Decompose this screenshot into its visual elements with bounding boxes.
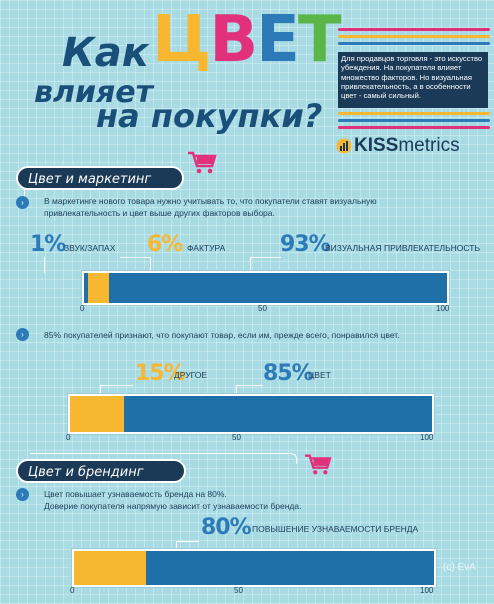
title-line1: Как	[62, 30, 149, 76]
chart3-tick-100: 100	[420, 586, 434, 595]
chart2-name-1: ЦВЕТ	[308, 370, 331, 380]
chart1-pointer-0	[44, 257, 85, 273]
logo-bold: KISS	[354, 135, 399, 156]
chart2-label-1: 85%	[263, 361, 314, 386]
chart1-label-0: 1%	[30, 232, 66, 257]
watermark: (c) EvA	[443, 562, 476, 573]
chart1-pointer-2	[250, 257, 281, 274]
bar-segment-0	[74, 551, 146, 585]
title-line2: влияет	[34, 75, 153, 110]
bullet-icon: ›	[16, 196, 29, 209]
bar-segment-1	[87, 273, 110, 303]
chart1-name-1: ФАКТУРА	[187, 243, 226, 253]
stripe-yellow	[338, 35, 490, 38]
stripe-pink	[338, 28, 490, 31]
bullet-icon: ›	[16, 488, 29, 501]
chart1-name-2: ВИЗУАЛЬНАЯ ПРИВЛЕКАТЕЛЬНОСТЬ	[325, 243, 481, 253]
logo-bars-icon	[336, 138, 352, 154]
title-letter: Ц	[152, 3, 211, 77]
bar-segment-1	[124, 396, 432, 432]
chart2-label-0: 15%	[135, 361, 186, 386]
cart-icon	[188, 151, 217, 174]
title-line3: на покупки?	[96, 97, 323, 135]
connector-line	[30, 453, 297, 464]
chart1-name-0: ЗВУК/ЗАПАХ	[64, 243, 116, 253]
chart2-tick-100: 100	[420, 433, 434, 442]
chart3-bar	[72, 549, 436, 587]
stripe-blue	[338, 42, 490, 45]
chart1-tick-0: 0	[80, 304, 85, 313]
section1-text1: В маркетинге нового товара нужно учитыва…	[44, 196, 377, 218]
title-big-letters: ЦВЕТ	[152, 3, 342, 77]
section1-text2: 85% покупателей признают, что покупают т…	[44, 330, 400, 340]
section2-text1: Цвет повышает узнаваемость бренда на 80%…	[44, 489, 227, 499]
title-big-word: ЦВЕТ	[152, 8, 342, 72]
bar-segment-0	[84, 273, 88, 303]
cart-icon	[305, 454, 332, 475]
bar-segment-2	[109, 273, 447, 303]
chart1-bar	[82, 271, 449, 305]
intro-box: Для продавцов торговля - это искусство у…	[338, 52, 488, 108]
chart2-pointer-1	[236, 385, 263, 398]
chart3-tick-0: 0	[70, 586, 75, 595]
chart2-tick-50: 50	[232, 433, 241, 442]
chart3-name-1: ПОВЫШЕНИЕ УЗНАВАЕМОСТИ БРЕНДА	[252, 524, 419, 534]
chart3-tick-50: 50	[234, 586, 243, 595]
title-letter: Е	[256, 3, 300, 77]
kissmetrics-logo: KISS metrics	[336, 135, 460, 157]
chart1-label-1: 6%	[147, 232, 183, 257]
chart1-tick-100: 100	[436, 304, 450, 313]
section2-text2: Доверие покупателя напрямую зависит от у…	[44, 501, 302, 511]
section1-tag: Цвет и маркетинг	[16, 166, 184, 190]
chart2-tick-0: 0	[66, 433, 71, 442]
chart3-pointer-1	[176, 541, 199, 552]
stripe-yellow-2	[338, 112, 490, 115]
bar-segment-0	[70, 396, 125, 432]
stripe-pink-2	[338, 126, 490, 129]
chart3-label-1: 80%	[201, 515, 252, 540]
stripe-blue-2	[338, 119, 490, 122]
chart1-pointer-1	[120, 257, 151, 274]
section2-tag: Цвет и брендинг	[16, 459, 186, 483]
chart2-pointer-0	[100, 385, 133, 398]
bullet-icon: ›	[16, 328, 29, 341]
logo-rest: metrics	[398, 135, 460, 156]
chart2-name-0: ДРУГОЕ	[174, 370, 208, 380]
bar-segment-1	[146, 551, 434, 585]
title-letter: Т	[297, 3, 342, 77]
chart2-bar	[68, 394, 434, 434]
chart1-tick-50: 50	[258, 304, 267, 313]
chart1-label-2: 93%	[280, 232, 331, 257]
connector-line	[24, 189, 25, 197]
title-letter: В	[209, 3, 258, 77]
